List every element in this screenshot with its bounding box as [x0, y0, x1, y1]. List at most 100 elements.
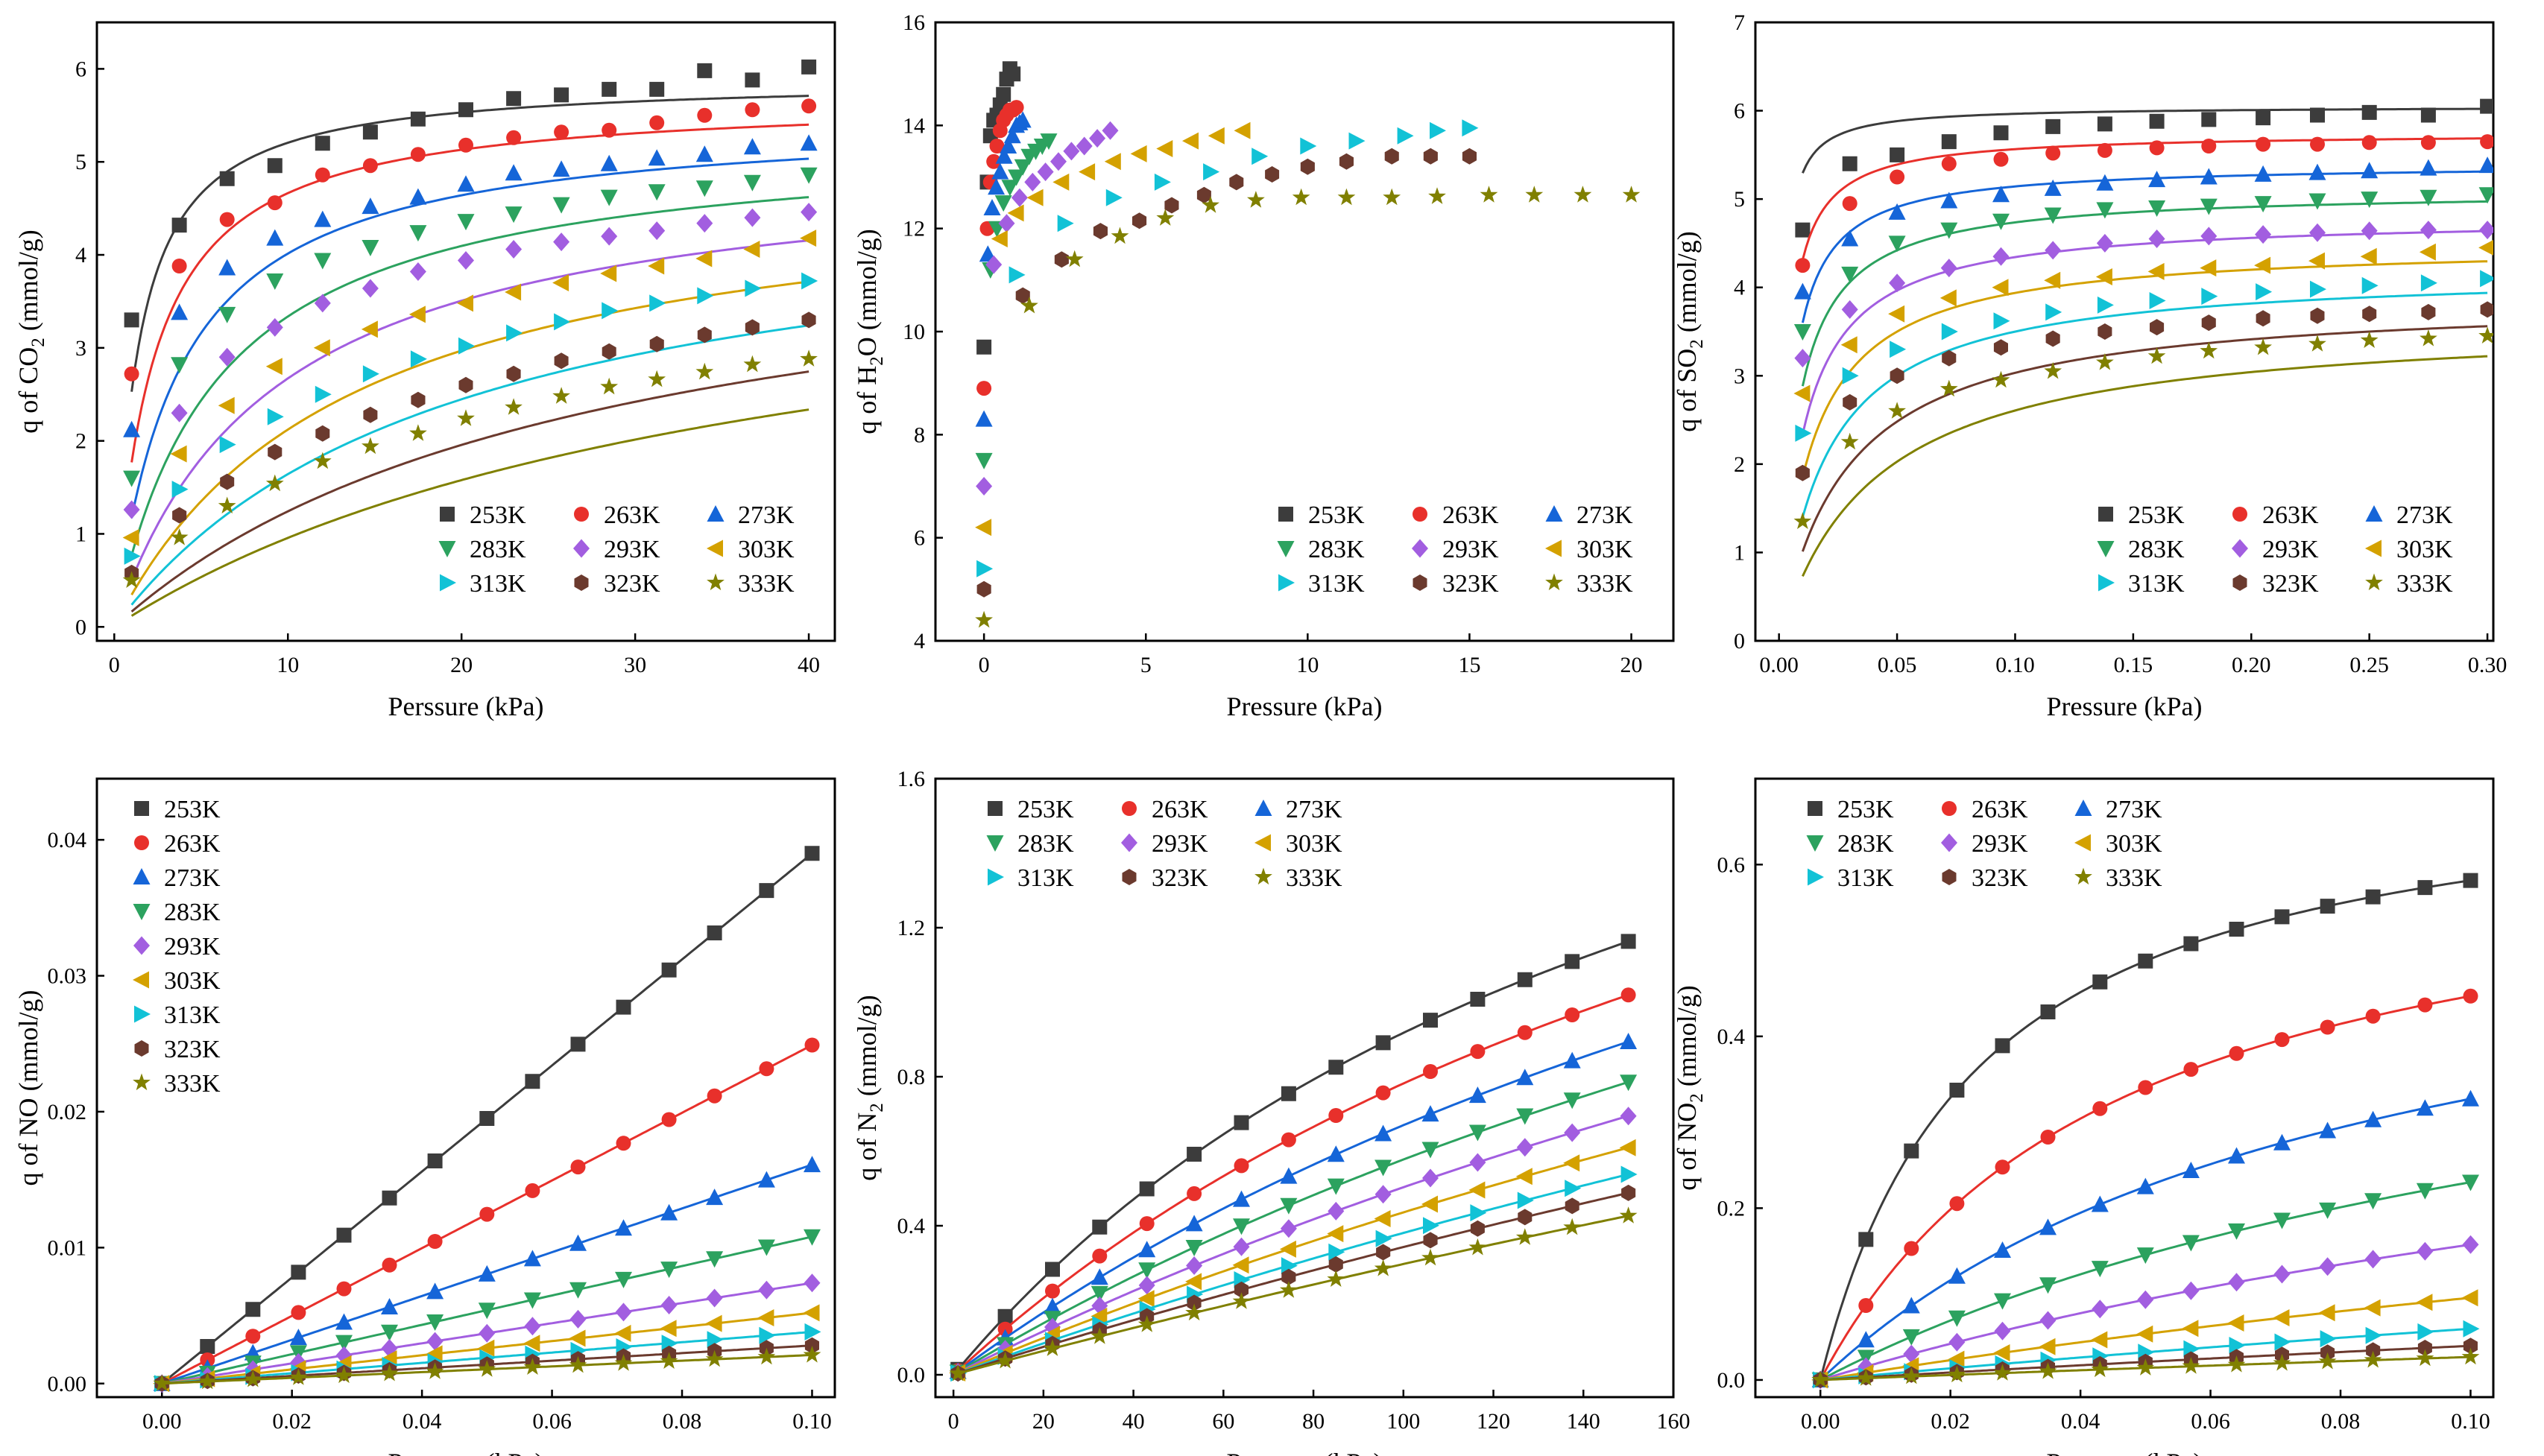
data-point	[696, 214, 713, 233]
data-point	[1300, 137, 1317, 155]
data-point	[1468, 1124, 1486, 1142]
data-point	[2148, 200, 2166, 217]
series-263K	[1795, 134, 2493, 273]
data-point	[1111, 227, 1129, 244]
data-point	[1795, 222, 1811, 238]
data-point	[975, 410, 993, 427]
x-tick-label: 5	[1140, 653, 1152, 677]
data-point	[1525, 186, 1544, 203]
data-point	[554, 313, 571, 331]
data-point	[998, 214, 1015, 233]
data-point	[1423, 148, 1438, 165]
data-point	[1185, 1303, 1203, 1321]
plot-frame	[1754, 21, 2495, 642]
data-point	[1233, 1190, 1250, 1207]
data-point	[171, 481, 189, 498]
data-point	[1138, 1262, 1156, 1279]
data-point	[2183, 936, 2199, 952]
data-point	[1397, 127, 1414, 145]
data-point	[289, 1329, 307, 1346]
legend-label: 283K	[1017, 830, 1074, 858]
data-point	[1942, 349, 1957, 367]
legend-label: 263K	[604, 501, 660, 529]
data-point	[361, 320, 378, 338]
data-point	[2200, 168, 2218, 185]
data-point	[1374, 1259, 1392, 1276]
data-point	[803, 1346, 821, 1363]
data-point	[506, 130, 522, 145]
data-point	[1328, 1201, 1345, 1221]
data-point	[2364, 1350, 2382, 1368]
data-point	[2182, 1281, 2200, 1300]
x-tick-label: 0.10	[792, 1409, 832, 1434]
data-point	[1374, 1159, 1392, 1177]
data-point	[2420, 274, 2437, 292]
data-point	[1515, 1168, 1533, 1186]
data-point	[291, 1305, 306, 1320]
data-point	[1941, 156, 1957, 171]
legend-marker	[2365, 539, 2382, 557]
data-point	[706, 1288, 723, 1308]
data-point	[1265, 166, 1280, 183]
legend-marker	[133, 936, 150, 955]
x-tick-label: 160	[1657, 1409, 1691, 1434]
data-point	[2319, 1202, 2337, 1219]
data-point	[362, 240, 379, 256]
data-point	[1102, 121, 1119, 140]
data-point	[362, 124, 378, 140]
data-point	[1620, 1165, 1638, 1183]
data-point	[648, 149, 666, 166]
data-point	[2092, 974, 2108, 990]
x-tick-label: 0.02	[1931, 1409, 1970, 1434]
data-point	[2147, 346, 2166, 364]
legend-label: 323K	[164, 1036, 221, 1063]
series-293K	[1794, 221, 2493, 435]
data-point	[1203, 163, 1220, 181]
legend-label: 253K	[470, 501, 526, 529]
data-point	[124, 547, 141, 565]
data-point	[2200, 341, 2218, 359]
data-point	[2229, 1045, 2244, 1061]
data-point	[1889, 273, 1906, 293]
data-point	[988, 178, 1006, 195]
data-point	[1993, 125, 2009, 141]
data-point	[171, 357, 189, 374]
legend-label: 323K	[1442, 570, 1499, 598]
data-point	[478, 1264, 496, 1282]
data-point	[1337, 188, 1356, 206]
series-293K	[950, 1107, 1637, 1382]
data-point	[1469, 1153, 1486, 1172]
data-point	[1202, 196, 1219, 213]
series-313K	[950, 1165, 1638, 1382]
y-tick-label: 0.0	[1717, 1368, 1746, 1393]
data-point	[552, 274, 569, 291]
data-point	[525, 1074, 540, 1089]
series-253K	[950, 934, 1636, 1377]
data-point	[1076, 136, 1093, 156]
x-axis-label: Pressure (kPa)	[1227, 1448, 1383, 1456]
data-point	[2420, 221, 2437, 240]
data-point	[2309, 223, 2326, 242]
legend-marker	[2098, 574, 2115, 592]
data-point	[2461, 1289, 2478, 1307]
x-tick-label: 0.05	[1878, 653, 1917, 677]
data-point	[649, 335, 664, 352]
data-point	[1949, 1083, 1965, 1098]
y-tick-label: 0.00	[48, 1372, 87, 1396]
data-point	[1164, 197, 1179, 214]
data-point	[800, 349, 818, 367]
y-tick-label: 3	[1734, 364, 1745, 388]
data-point	[614, 1354, 633, 1371]
data-point	[1516, 1108, 1534, 1125]
legend-label: 323K	[1152, 864, 1208, 892]
data-point	[2361, 192, 2379, 209]
data-point	[2417, 1323, 2434, 1341]
x-tick-label: 15	[1458, 653, 1480, 677]
fit-line-333K	[130, 408, 809, 617]
data-point	[2364, 1299, 2381, 1317]
data-point	[314, 253, 332, 270]
x-axis-label: Pressure (kPa)	[2047, 691, 2203, 721]
data-point	[949, 1364, 968, 1381]
data-point	[2096, 233, 2113, 253]
data-point	[410, 111, 426, 127]
